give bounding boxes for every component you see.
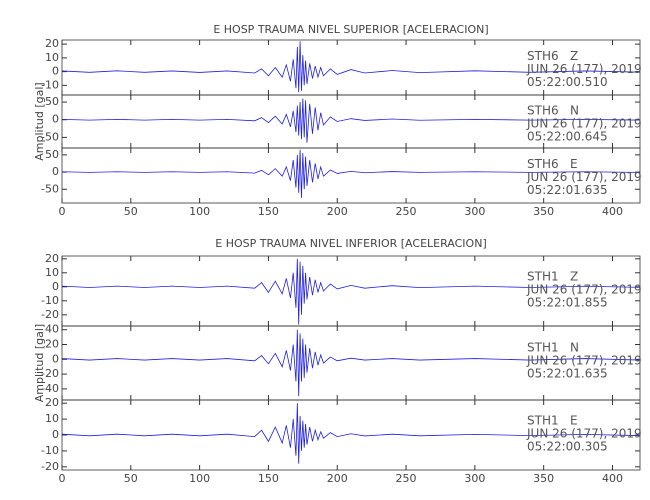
y-tick-label: 0 bbox=[52, 352, 59, 365]
y-tick-label: 0 bbox=[52, 428, 59, 441]
y-axis-label: Amplitud [gal] bbox=[33, 82, 46, 160]
y-tick-label: 20 bbox=[45, 37, 59, 50]
trace-annotation: 05:22:00.510 bbox=[527, 75, 608, 89]
waveform bbox=[61, 98, 641, 143]
trace-annotation: STH1 N bbox=[527, 341, 579, 355]
chart-title: E HOSP TRAUMA NIVEL SUPERIOR [ACELERACIO… bbox=[213, 23, 488, 36]
y-tick-label: 20 bbox=[45, 396, 59, 409]
y-axis-label: Amplitud [gal] bbox=[33, 324, 46, 402]
trace-annotation: 05:22:00.305 bbox=[527, 440, 608, 454]
y-tick-label: -20 bbox=[41, 308, 59, 321]
trace-annotation: STH1 Z bbox=[527, 270, 578, 284]
y-tick-label: 0 bbox=[52, 165, 59, 178]
y-tick-label: 20 bbox=[45, 252, 59, 265]
waveform bbox=[61, 329, 641, 397]
trace-annotation: JUN 26 (177), 2019 bbox=[526, 170, 642, 184]
waveform bbox=[61, 258, 641, 325]
x-tick-label: 350 bbox=[533, 472, 554, 485]
y-tick-label: 10 bbox=[45, 51, 59, 64]
trace-annotation: 05:22:01.635 bbox=[527, 367, 608, 381]
y-tick-label: 10 bbox=[45, 266, 59, 279]
y-tick-label: -20 bbox=[41, 367, 59, 380]
y-tick-label: 50 bbox=[45, 95, 59, 108]
x-tick-label: 0 bbox=[59, 472, 66, 485]
trace-annotation: JUN 26 (177), 2019 bbox=[526, 283, 642, 297]
trace-annotation: JUN 26 (177), 2019 bbox=[526, 354, 642, 368]
y-tick-label: -50 bbox=[41, 130, 59, 143]
y-tick-label: 0 bbox=[52, 280, 59, 293]
x-tick-label: 100 bbox=[189, 205, 210, 218]
trace-annotation: JUN 26 (177), 2019 bbox=[526, 116, 642, 130]
y-tick-label: -20 bbox=[41, 460, 59, 473]
trace-annotation: STH6 Z bbox=[527, 49, 578, 63]
plot-frame bbox=[61, 147, 641, 204]
trace-annotation: JUN 26 (177), 2019 bbox=[526, 427, 642, 441]
x-tick-label: 350 bbox=[533, 205, 554, 218]
x-tick-label: 50 bbox=[124, 472, 138, 485]
x-tick-label: 50 bbox=[124, 205, 138, 218]
y-tick-label: -10 bbox=[41, 444, 59, 457]
y-tick-label: 50 bbox=[45, 148, 59, 161]
trace-annotation: JUN 26 (177), 2019 bbox=[526, 62, 642, 76]
x-tick-label: 150 bbox=[258, 472, 279, 485]
x-tick-label: 250 bbox=[396, 205, 417, 218]
x-tick-label: 250 bbox=[396, 472, 417, 485]
trace-annotation: 05:22:00.645 bbox=[527, 129, 608, 143]
x-tick-label: 300 bbox=[464, 205, 485, 218]
trace-annotation: 05:22:01.635 bbox=[527, 183, 608, 197]
y-tick-label: -40 bbox=[41, 382, 59, 395]
trace-annotation: STH6 N bbox=[527, 103, 579, 117]
x-tick-label: 400 bbox=[602, 472, 623, 485]
trace-annotation: STH6 E bbox=[527, 157, 578, 171]
chart-title: E HOSP TRAUMA NIVEL INFERIOR [ACELERACIO… bbox=[215, 237, 486, 250]
waveform bbox=[61, 41, 641, 93]
y-tick-label: -50 bbox=[41, 182, 59, 195]
x-tick-label: 100 bbox=[189, 472, 210, 485]
x-tick-label: 0 bbox=[59, 205, 66, 218]
y-tick-label: 0 bbox=[52, 65, 59, 78]
y-tick-label: 40 bbox=[45, 323, 59, 336]
y-tick-label: 20 bbox=[45, 338, 59, 351]
y-tick-label: 10 bbox=[45, 412, 59, 425]
y-tick-label: -10 bbox=[41, 78, 59, 91]
y-tick-label: 0 bbox=[52, 113, 59, 126]
x-tick-label: 200 bbox=[327, 472, 348, 485]
waveform bbox=[61, 149, 641, 198]
x-tick-label: 300 bbox=[464, 472, 485, 485]
x-tick-label: 150 bbox=[258, 205, 279, 218]
waveform bbox=[61, 403, 641, 464]
x-tick-label: 400 bbox=[602, 205, 623, 218]
y-tick-label: -10 bbox=[41, 294, 59, 307]
trace-annotation: 05:22:01.855 bbox=[527, 296, 608, 310]
trace-annotation: STH1 E bbox=[527, 414, 578, 428]
x-tick-label: 200 bbox=[327, 205, 348, 218]
